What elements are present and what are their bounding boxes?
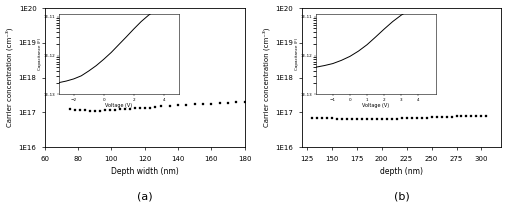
- X-axis label: Depth width (nm): Depth width (nm): [111, 167, 178, 176]
- Text: (b): (b): [394, 192, 410, 202]
- Text: (a): (a): [137, 192, 153, 202]
- Y-axis label: Carrier concentration (cm⁻³): Carrier concentration (cm⁻³): [6, 28, 13, 127]
- Y-axis label: Carrier concentration (cm⁻³): Carrier concentration (cm⁻³): [263, 28, 270, 127]
- X-axis label: depth (nm): depth (nm): [380, 167, 423, 176]
